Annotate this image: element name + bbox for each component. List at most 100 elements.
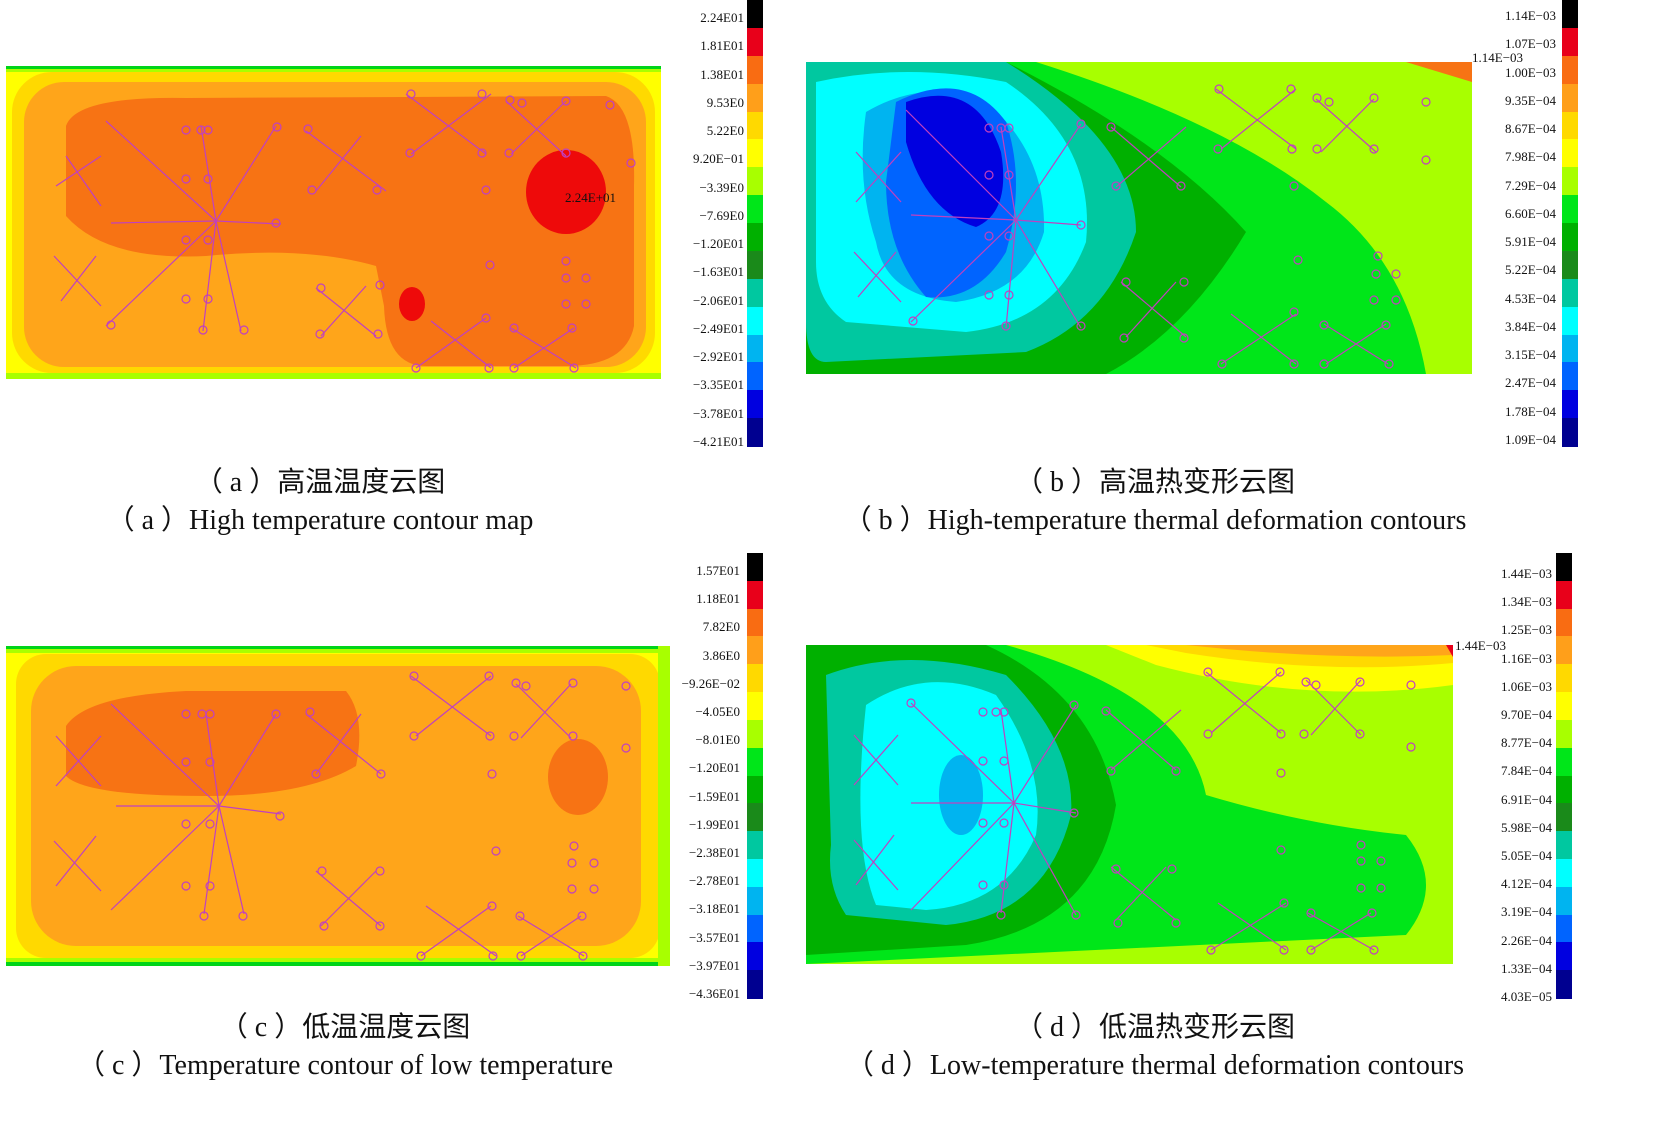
caption-zh-a: （ a ）高温温度云图	[194, 467, 446, 498]
max-value-label-b: 1.14E−03	[1472, 50, 1524, 65]
colorbar-segment	[1562, 83, 1578, 112]
caption-zh-c: （ c ）低温温度云图	[219, 1012, 471, 1043]
colorbar-segment	[1556, 942, 1572, 971]
legend-tick-label: −3.39E0	[699, 179, 744, 195]
colorbar-segment	[1556, 886, 1572, 916]
colorbar-a	[747, 0, 763, 447]
colorbar-segment	[747, 831, 763, 860]
colorbar-segment	[1556, 831, 1572, 860]
colorbar-segment	[747, 27, 763, 57]
legend-tick-label: 1.25E−03	[1500, 622, 1552, 638]
legend-tick-label: 1.06E−03	[1500, 678, 1552, 694]
legend-tick-label: −3.35E01	[692, 377, 744, 393]
colorbar-segment	[747, 636, 763, 665]
legend-tick-label: 1.33E−04	[1500, 960, 1552, 976]
colorbar-segment	[1562, 223, 1578, 252]
colorbar-segment	[1556, 719, 1572, 749]
colorbar-segment	[1556, 580, 1572, 610]
legend-tick-label: 9.70E−04	[1500, 707, 1552, 722]
colorbar-segment	[1562, 334, 1578, 363]
legend-tick-label: 9.20E−01	[692, 151, 744, 167]
caption-en-c: （ c ）Temperature contour of low temperat…	[76, 1050, 614, 1081]
colorbar-segment	[1556, 553, 1572, 582]
legend-tick-label: −3.18E01	[688, 901, 740, 917]
legend-tick-label: −2.06E01	[692, 292, 744, 308]
legend-tick-label: 5.05E−04	[1500, 848, 1552, 863]
legend-tick-label: 5.22E0	[706, 123, 744, 139]
legend-tick-label: 2.26E−04	[1500, 932, 1552, 948]
legend-tick-label: 7.82E0	[702, 619, 740, 635]
legend-tick-label: 7.98E−04	[1504, 149, 1556, 165]
legend-tick-label: −4.21E01	[692, 434, 744, 449]
legend-tick-label: 9.53E0	[706, 94, 744, 110]
colorbar-segment	[747, 362, 763, 391]
legend-tick-label: 4.03E−05	[1500, 989, 1552, 1004]
legend-tick-label: −2.49E01	[692, 320, 744, 336]
contour-map-a	[6, 66, 661, 379]
legend-tick-label: −3.57E01	[688, 929, 740, 945]
colorbar-segment	[747, 139, 763, 168]
colorbar-segment	[747, 167, 763, 196]
colorbar-segment	[747, 775, 763, 804]
caption-zh-d: （ d ）低温热变形云图	[1014, 1012, 1295, 1043]
colorbar-segment	[1556, 636, 1572, 665]
legend-tick-label: −7.69E0	[699, 207, 744, 223]
colorbar-segment	[1556, 803, 1572, 832]
colorbar-segment	[1562, 390, 1578, 419]
colorbar-segment	[747, 580, 763, 610]
caption-en-d: （ d ）Low-temperature thermal deformation…	[845, 1050, 1465, 1081]
legend-tick-label: 7.29E−04	[1504, 177, 1556, 193]
colorbar-segment	[1562, 139, 1578, 168]
caption-en-b: （ b ）High-temperature thermal deformatio…	[843, 505, 1467, 536]
contour-map-b	[806, 62, 1472, 374]
legend-tick-label: 6.91E−04	[1500, 791, 1552, 807]
legend-tick-label: 5.22E−04	[1504, 262, 1556, 278]
legend-tick-label: 3.86E0	[702, 647, 740, 663]
legend-tick-label: 2.47E−04	[1504, 375, 1556, 391]
legend-tick-label: −1.59E01	[688, 788, 740, 804]
colorbar-segment	[1562, 250, 1578, 280]
legend-tick-label: −3.97E01	[688, 957, 740, 973]
colorbar-segment	[747, 803, 763, 832]
legend-tick-label: −4.05E0	[695, 704, 740, 719]
legend-tick-label: 3.84E−04	[1504, 318, 1556, 334]
colorbar-segment	[747, 83, 763, 112]
colorbar-c	[747, 553, 763, 999]
colorbar-segment	[1562, 167, 1578, 196]
colorbar-b	[1562, 0, 1578, 447]
colorbar-segment	[1556, 775, 1572, 804]
legend-tick-label: 1.34E−03	[1500, 594, 1552, 610]
caption-en-a: （ a ）High temperature contour map	[106, 505, 534, 536]
colorbar-segment	[747, 719, 763, 749]
legend-tick-label: 5.98E−04	[1500, 819, 1552, 835]
colorbar-segment	[747, 914, 763, 943]
legend-tick-label: 1.18E01	[696, 591, 740, 607]
legend-tick-label: −8.01E0	[695, 732, 740, 748]
legend-tick-label: −4.36E01	[688, 986, 740, 1001]
center-value-label: 2.24E+01	[565, 190, 617, 205]
colorbar-segment	[1562, 195, 1578, 224]
legend-tick-label: −2.92E01	[692, 349, 744, 365]
colorbar-segment	[1556, 914, 1572, 943]
contour-map-c	[6, 646, 670, 966]
colorbar-d	[1556, 553, 1572, 999]
colorbar-segment	[747, 858, 763, 888]
legend-tick-label: 2.24E01	[700, 10, 744, 25]
legend-tick-label: −1.20E01	[692, 236, 744, 252]
legend-tick-label: 1.57E01	[696, 563, 740, 578]
colorbar-segment	[1562, 0, 1578, 29]
colorbar-segment	[747, 250, 763, 280]
legend-tick-label: 7.84E−04	[1500, 763, 1552, 779]
colorbar-segment	[1562, 278, 1578, 308]
contour-map-d	[806, 645, 1453, 964]
colorbar-segment	[1562, 362, 1578, 391]
colorbar-segment	[747, 334, 763, 363]
legend-tick-label: 1.09E−04	[1504, 432, 1556, 447]
legend-tick-label: −2.78E01	[688, 873, 740, 889]
legend-tick-label: 3.19E−04	[1500, 904, 1552, 920]
legend-tick-label: 1.16E−03	[1500, 650, 1552, 666]
legend-tick-label: 5.91E−04	[1504, 234, 1556, 250]
colorbar-segment	[1556, 970, 1572, 999]
colorbar-segment	[747, 747, 763, 776]
legend-tick-label: 1.81E01	[700, 38, 744, 54]
